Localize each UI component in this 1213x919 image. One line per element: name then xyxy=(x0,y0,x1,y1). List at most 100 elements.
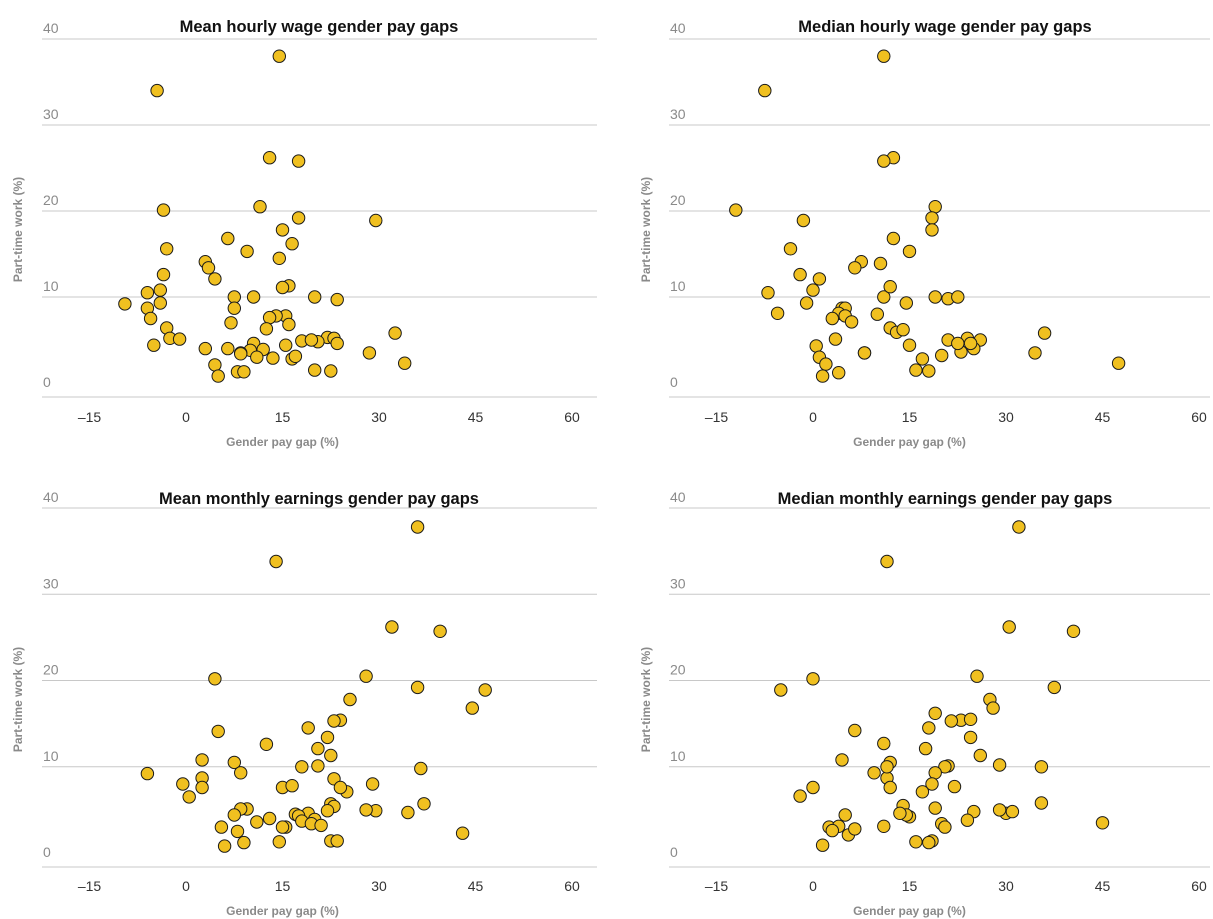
data-point xyxy=(414,761,428,776)
data-point xyxy=(1111,356,1126,370)
data-point xyxy=(227,301,242,315)
data-point xyxy=(417,797,431,811)
data-point xyxy=(198,341,213,356)
data-point xyxy=(272,49,286,63)
data-point xyxy=(282,317,296,332)
x-tick-label: 45 xyxy=(468,878,484,894)
data-point xyxy=(848,822,862,836)
data-point xyxy=(275,820,290,834)
y-tick-label: 40 xyxy=(670,20,686,36)
data-point xyxy=(928,290,942,304)
data-point xyxy=(922,721,936,735)
y-tick-label: 10 xyxy=(43,748,59,764)
data-point xyxy=(928,706,942,720)
data-point xyxy=(285,237,299,251)
data-point xyxy=(928,200,942,214)
data-point xyxy=(992,758,1007,772)
x-tick-label: 30 xyxy=(371,409,387,425)
chart-panel-2: Median hourly wage gender pay gaps 0 10 20 3… xyxy=(639,18,1210,449)
data-point xyxy=(774,683,788,697)
data-point xyxy=(844,315,859,329)
data-point xyxy=(234,347,248,361)
data-point xyxy=(922,835,936,850)
data-point xyxy=(796,213,811,228)
y-axis-label: Part-time work (%) xyxy=(11,177,25,282)
data-point xyxy=(410,680,425,695)
data-point xyxy=(269,554,283,569)
data-point xyxy=(963,730,978,745)
y-tick-label: 20 xyxy=(670,192,686,208)
data-point xyxy=(963,712,978,726)
data-point xyxy=(925,777,939,791)
data-point xyxy=(819,357,833,371)
data-point xyxy=(150,83,164,98)
data-point xyxy=(1066,624,1081,638)
data-point xyxy=(970,669,984,683)
data-point xyxy=(973,748,987,763)
data-point xyxy=(343,692,357,707)
data-point xyxy=(262,811,277,826)
data-point xyxy=(279,338,293,352)
data-point xyxy=(793,267,807,282)
data-point xyxy=(825,823,839,838)
data-point xyxy=(147,338,161,352)
data-point xyxy=(227,808,242,822)
data-point xyxy=(237,365,251,379)
data-point xyxy=(758,83,772,98)
x-tick-label: 0 xyxy=(182,409,190,425)
data-point xyxy=(825,311,839,326)
y-tick-label: 30 xyxy=(43,106,59,122)
data-point xyxy=(195,753,209,767)
data-point xyxy=(815,369,830,383)
x-tick-label: 30 xyxy=(371,878,387,894)
data-point xyxy=(909,835,923,849)
data-point xyxy=(160,242,174,256)
data-point xyxy=(899,296,913,310)
data-point xyxy=(140,766,155,781)
data-point xyxy=(275,280,290,295)
x-tick-label: 60 xyxy=(564,409,580,425)
data-point xyxy=(211,369,225,383)
data-point xyxy=(172,332,187,346)
x-tick-label: 60 xyxy=(564,878,580,894)
data-point xyxy=(1012,520,1026,534)
data-point xyxy=(1047,680,1062,695)
data-point xyxy=(806,780,820,795)
data-point xyxy=(729,203,743,217)
x-tick-label: 30 xyxy=(998,878,1014,894)
data-point xyxy=(770,306,785,320)
data-point xyxy=(925,211,939,225)
data-point xyxy=(893,806,907,820)
data-point xyxy=(806,283,820,297)
x-tick-label: 60 xyxy=(1191,878,1207,894)
chart-title: Median monthly earnings gender pay gaps xyxy=(778,490,1113,508)
data-point xyxy=(295,760,309,774)
y-tick-label: 0 xyxy=(43,844,51,860)
data-point xyxy=(886,231,901,246)
data-point xyxy=(870,307,884,321)
x-tick-label: 45 xyxy=(468,409,484,425)
data-point xyxy=(330,834,344,848)
x-tick-label: 15 xyxy=(275,409,291,425)
data-point xyxy=(918,741,933,756)
data-point xyxy=(314,818,328,833)
data-point xyxy=(832,366,846,380)
data-point xyxy=(250,815,264,829)
data-point xyxy=(272,835,286,849)
data-point xyxy=(291,211,306,225)
data-point xyxy=(311,741,325,756)
x-tick-label: 0 xyxy=(182,878,190,894)
data-point xyxy=(246,290,261,304)
data-point xyxy=(880,554,894,569)
chart-panel-1: Mean hourly wage gender pay gaps 0 10 20 30 4… xyxy=(11,18,597,449)
data-point xyxy=(359,803,373,817)
data-point xyxy=(182,790,196,804)
data-point xyxy=(902,338,917,352)
data-point xyxy=(401,805,415,820)
data-point xyxy=(250,350,264,364)
x-tick-label: 30 xyxy=(998,409,1014,425)
data-point xyxy=(915,785,930,799)
data-point xyxy=(320,730,335,745)
